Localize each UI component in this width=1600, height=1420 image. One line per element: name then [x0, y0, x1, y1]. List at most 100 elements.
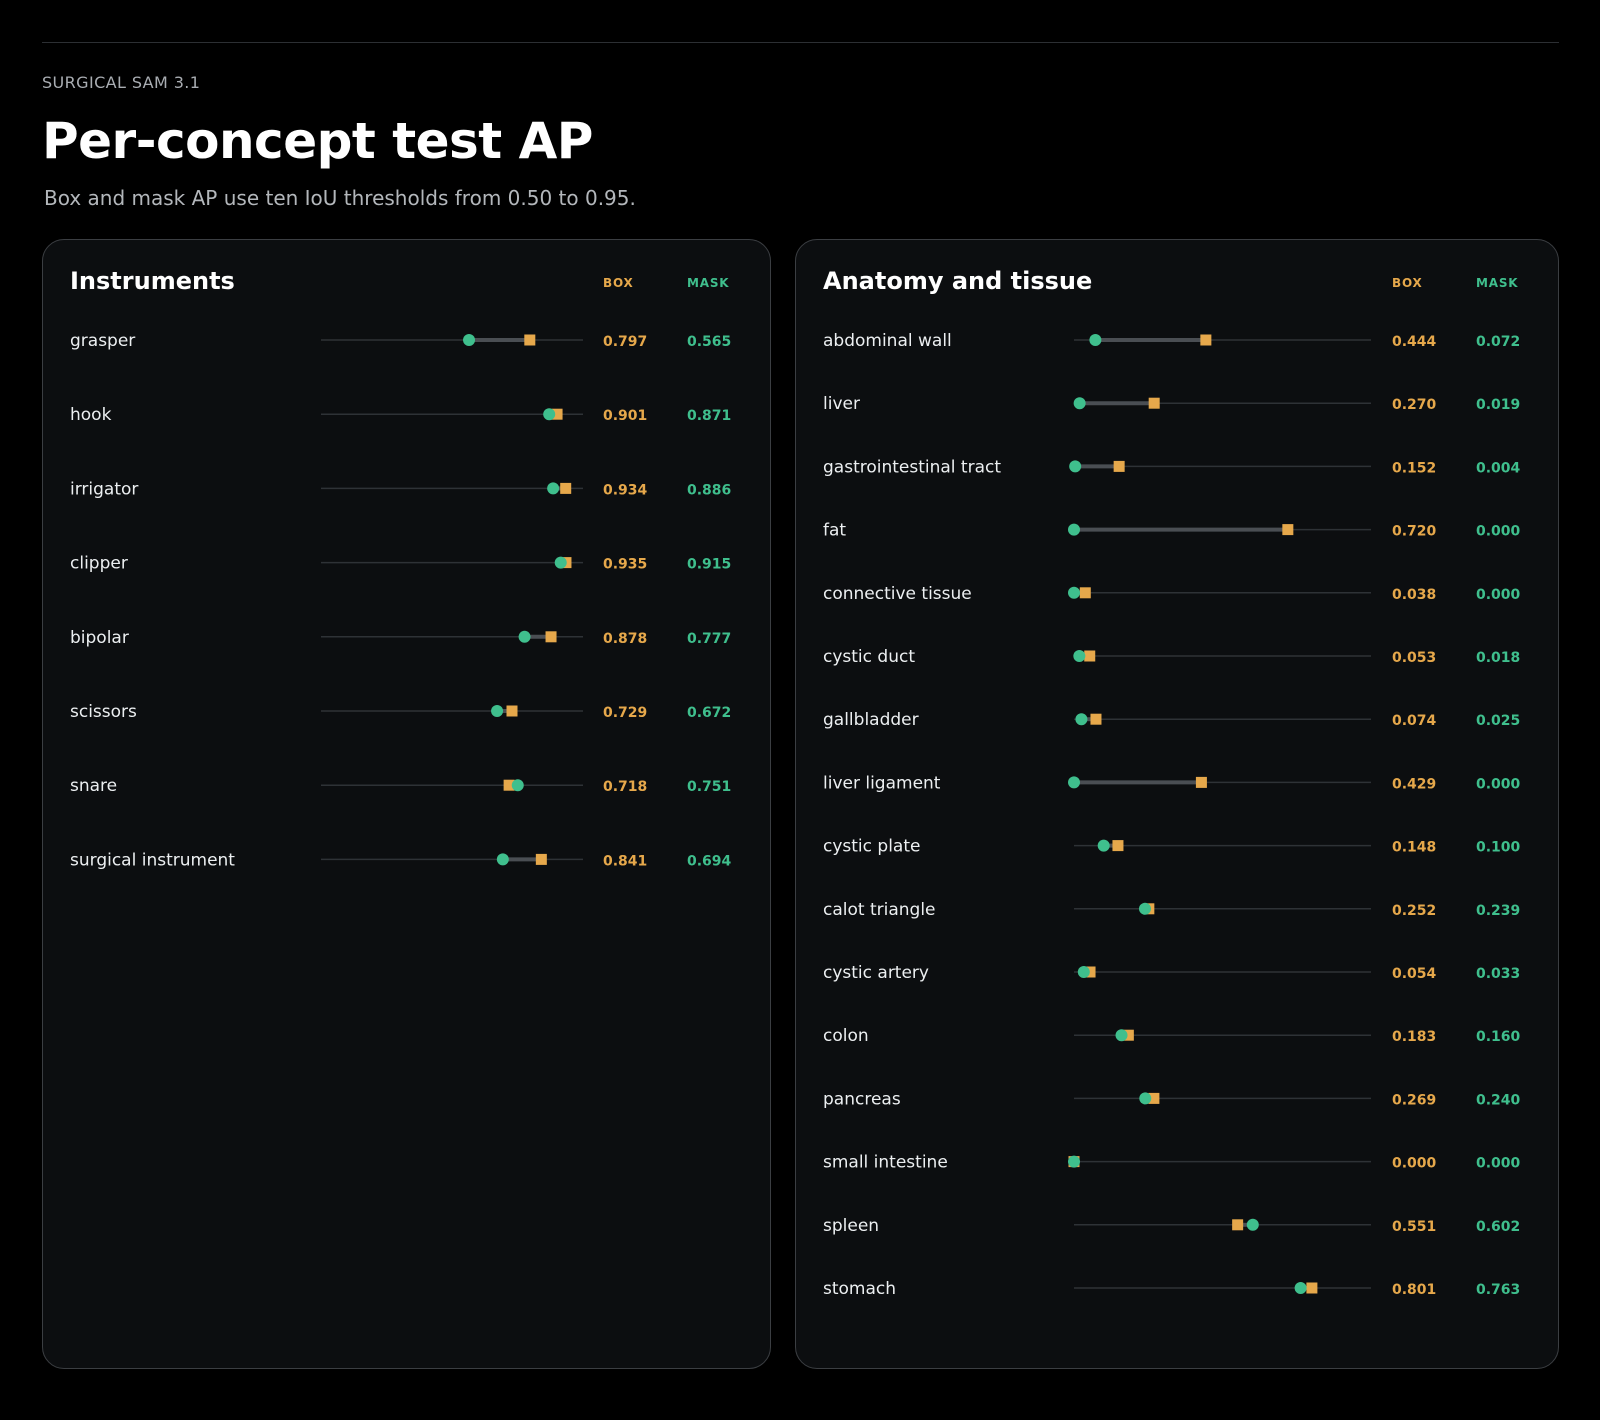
mask-ap-marker [496, 853, 509, 866]
page-subtitle: Box and mask AP use ten IoU thresholds f… [44, 186, 636, 210]
mask-ap-marker [1077, 966, 1090, 978]
box-ap-marker [1084, 650, 1096, 662]
mask-ap-marker [491, 705, 504, 717]
box-ap-value: 0.054 [1392, 966, 1437, 982]
box-ap-value: 0.729 [603, 705, 647, 721]
mask-ap-value: 0.160 [1476, 1029, 1521, 1045]
box-ap-marker [1232, 1219, 1244, 1231]
row-label: spleen [823, 1216, 879, 1236]
mask-ap-value: 0.672 [687, 705, 731, 721]
box-ap-value: 0.935 [603, 557, 647, 573]
mask-ap-marker [1068, 776, 1080, 789]
box-ap-marker [1122, 1029, 1134, 1041]
instruments-chart: grasper 0.797 0.565 hook 0.901 0.871 irrigator… [70, 331, 732, 870]
box-ap-value: 0.429 [1392, 776, 1436, 792]
row-label: bipolar [70, 628, 129, 648]
box-ap-marker [560, 482, 572, 494]
mask-ap-marker [1294, 1282, 1307, 1294]
box-ap-value: 0.444 [1392, 334, 1437, 350]
box-ap-marker [1200, 334, 1212, 346]
row-label: hook [70, 405, 112, 425]
box-ap-value: 0.148 [1392, 840, 1436, 856]
mask-ap-value: 0.871 [687, 408, 731, 424]
box-ap-value: 0.878 [603, 631, 647, 647]
box-ap-value: 0.053 [1392, 650, 1436, 666]
box-ap-value: 0.252 [1392, 903, 1436, 919]
box-ap-marker [506, 705, 518, 717]
row-label: cystic artery [823, 963, 929, 983]
row-label: clipper [70, 554, 128, 574]
row-label: stomach [823, 1279, 896, 1299]
box-ap-marker [1195, 776, 1207, 788]
mask-ap-marker [1068, 523, 1080, 536]
mask-ap-marker [518, 630, 531, 643]
row-label: colon [823, 1026, 869, 1046]
anatomy-chart: abdominal wall 0.444 0.072 liver 0.270 0.019 g… [823, 331, 1521, 1299]
box-ap-value: 0.720 [1392, 524, 1437, 540]
box-ap-marker [1090, 713, 1102, 725]
panel-title: Instruments [70, 267, 235, 295]
panel-title: Anatomy and tissue [823, 267, 1093, 295]
mask-ap-marker [547, 482, 560, 495]
box-ap-value: 0.152 [1392, 460, 1436, 476]
box-ap-marker [535, 853, 547, 865]
box-ap-value: 0.801 [1392, 1282, 1436, 1298]
box-ap-value: 0.551 [1392, 1219, 1436, 1235]
mask-ap-value: 0.915 [687, 557, 731, 573]
page-title: Per-concept test AP [42, 112, 593, 170]
mask-ap-value: 0.763 [1476, 1282, 1520, 1298]
row-label: irrigator [70, 479, 138, 499]
mask-column-header: MASK [1476, 276, 1519, 290]
row-label: gallbladder [823, 710, 919, 730]
mask-ap-marker [1068, 586, 1080, 599]
row-label: surgical instrument [70, 850, 235, 870]
mask-ap-marker [543, 408, 556, 421]
box-ap-marker [524, 334, 536, 346]
box-ap-marker [1113, 460, 1125, 472]
mask-ap-value: 0.019 [1476, 397, 1520, 413]
mask-ap-marker [1069, 460, 1082, 473]
box-ap-marker [503, 779, 515, 791]
mask-ap-value: 0.602 [1476, 1219, 1520, 1235]
box-ap-marker [1282, 524, 1294, 536]
row-label: cystic duct [823, 647, 915, 667]
mask-ap-value: 0.018 [1476, 650, 1520, 666]
mask-ap-marker [554, 556, 567, 569]
mask-ap-value: 0.025 [1476, 713, 1520, 729]
mask-ap-marker [463, 334, 476, 346]
box-column-header: BOX [1392, 276, 1423, 290]
mask-ap-marker [1068, 1155, 1080, 1168]
box-ap-value: 0.074 [1392, 713, 1437, 729]
box-ap-value: 0.901 [603, 408, 647, 424]
row-label: calot triangle [823, 900, 936, 920]
mask-ap-value: 0.751 [687, 779, 731, 795]
row-label: abdominal wall [823, 331, 952, 351]
box-ap-marker [551, 408, 563, 420]
row-label: snare [70, 776, 117, 796]
mask-ap-marker [1097, 839, 1110, 852]
mask-ap-value: 0.239 [1476, 903, 1520, 919]
mask-ap-value: 0.694 [687, 853, 732, 869]
row-label: scissors [70, 702, 137, 722]
mask-ap-value: 0.100 [1476, 840, 1521, 856]
mask-column-header: MASK [687, 276, 730, 290]
mask-ap-value: 0.000 [1476, 1156, 1521, 1172]
mask-ap-marker [1138, 902, 1151, 915]
row-label: pancreas [823, 1089, 901, 1109]
row-label: gastrointestinal tract [823, 457, 1001, 477]
mask-ap-marker [1115, 1029, 1128, 1042]
row-label: liver ligament [823, 773, 941, 793]
mask-ap-marker [1089, 334, 1102, 346]
mask-ap-value: 0.033 [1476, 966, 1520, 982]
mask-ap-value: 0.000 [1476, 776, 1521, 792]
box-ap-value: 0.797 [603, 334, 647, 350]
mask-ap-value: 0.072 [1476, 334, 1520, 350]
box-ap-marker [1148, 397, 1160, 409]
box-ap-marker [1306, 1282, 1318, 1294]
top-rule [42, 42, 1559, 43]
box-ap-marker [1148, 1092, 1160, 1104]
mask-ap-value: 0.240 [1476, 1092, 1521, 1108]
box-ap-value: 0.718 [603, 779, 647, 795]
row-label: small intestine [823, 1153, 948, 1173]
mask-ap-marker [1073, 397, 1086, 410]
